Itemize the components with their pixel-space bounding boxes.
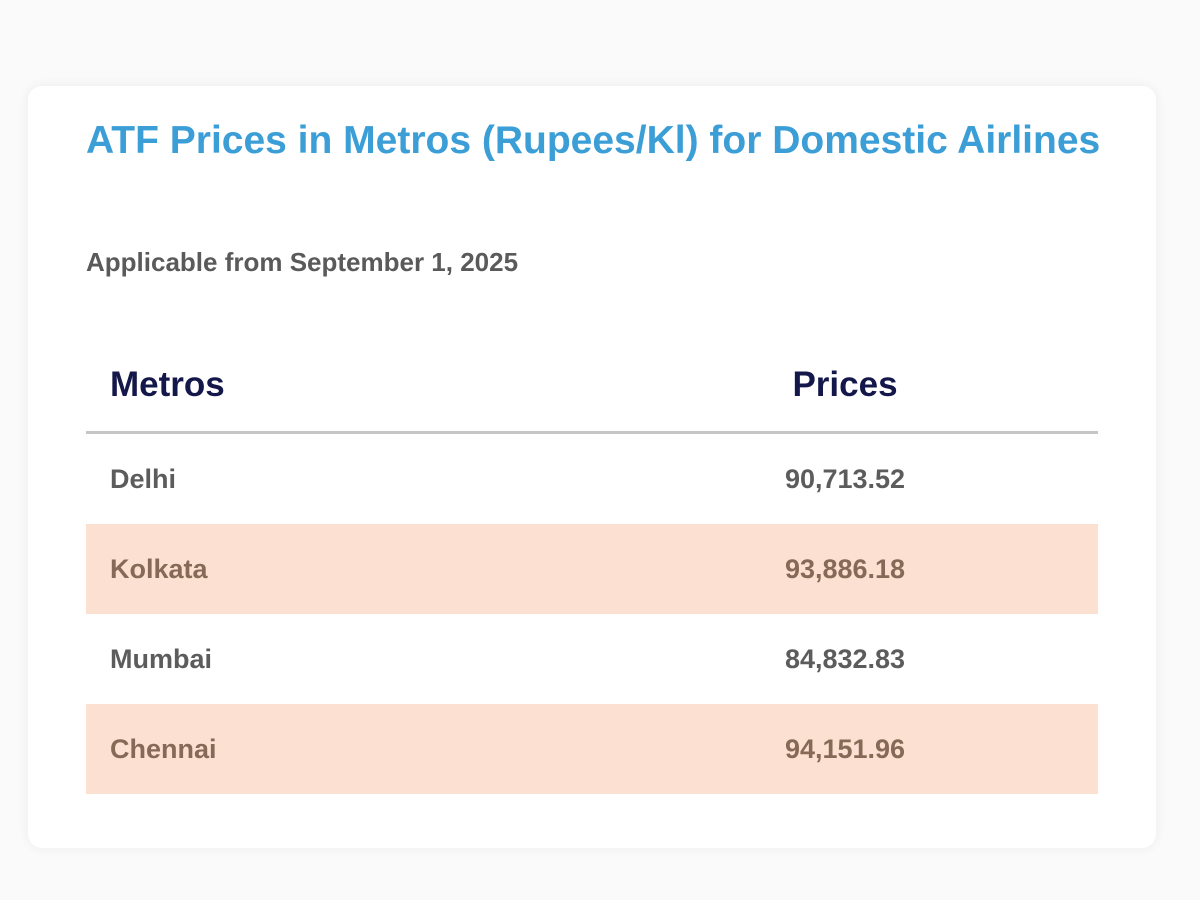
table-row: Mumbai 84,832.83 <box>86 614 1098 704</box>
metro-price: 90,713.52 <box>784 463 906 494</box>
metro-price: 94,151.96 <box>784 733 906 764</box>
metro-name: Delhi <box>110 463 177 494</box>
metro-name: Chennai <box>110 733 217 764</box>
page-title: ATF Prices in Metros (Rupees/Kl) for Dom… <box>86 119 1101 162</box>
metro-name: Mumbai <box>110 643 213 674</box>
header-metros: Metros <box>110 364 225 404</box>
price-card: ATF Prices in Metros (Rupees/Kl) for Dom… <box>28 86 1156 848</box>
price-table: Metros Prices Delhi 90,713.52 Kolkata 93… <box>86 338 1098 794</box>
table-header: Metros Prices <box>86 338 1098 434</box>
effective-date: Applicable from September 1, 2025 <box>86 247 519 277</box>
header-prices: Prices <box>792 364 898 404</box>
table-row: Chennai 94,151.96 <box>86 704 1098 794</box>
table-row: Delhi 90,713.52 <box>86 434 1098 524</box>
table-row: Kolkata 93,886.18 <box>86 524 1098 614</box>
metro-price: 93,886.18 <box>784 553 906 584</box>
metro-price: 84,832.83 <box>784 643 906 674</box>
metro-name: Kolkata <box>110 553 208 584</box>
